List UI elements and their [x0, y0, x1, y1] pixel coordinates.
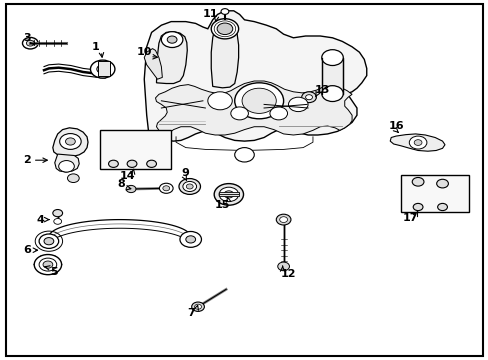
Text: 6: 6: [23, 245, 31, 255]
Bar: [321, 58, 343, 94]
Circle shape: [224, 191, 233, 198]
Circle shape: [97, 65, 108, 73]
Circle shape: [276, 214, 290, 225]
Circle shape: [269, 107, 287, 120]
Circle shape: [44, 238, 54, 245]
Circle shape: [39, 234, 59, 248]
Circle shape: [185, 236, 195, 243]
Circle shape: [191, 302, 204, 311]
Text: 17: 17: [402, 213, 418, 223]
Text: 11: 11: [202, 9, 218, 19]
Text: 12: 12: [280, 269, 296, 279]
Text: 15: 15: [214, 200, 230, 210]
Circle shape: [60, 134, 81, 149]
Polygon shape: [55, 154, 79, 172]
Polygon shape: [155, 81, 351, 135]
Text: 10: 10: [136, 47, 152, 57]
Circle shape: [408, 136, 426, 149]
Polygon shape: [211, 19, 238, 88]
Circle shape: [43, 261, 53, 268]
Circle shape: [108, 160, 118, 167]
Circle shape: [207, 92, 232, 110]
Circle shape: [39, 258, 57, 271]
Text: 14: 14: [119, 171, 135, 181]
Circle shape: [180, 231, 201, 247]
Polygon shape: [144, 11, 366, 141]
Polygon shape: [389, 134, 444, 151]
Circle shape: [146, 160, 156, 167]
Circle shape: [288, 97, 307, 112]
Circle shape: [59, 161, 74, 172]
Circle shape: [301, 92, 316, 103]
Circle shape: [67, 174, 79, 183]
Circle shape: [413, 140, 421, 145]
Text: 1: 1: [91, 42, 99, 52]
Circle shape: [26, 40, 34, 46]
Circle shape: [321, 50, 343, 66]
Circle shape: [194, 304, 201, 309]
Polygon shape: [156, 32, 187, 84]
Circle shape: [214, 184, 243, 205]
Circle shape: [277, 262, 289, 271]
Circle shape: [321, 86, 343, 102]
Bar: [219, 193, 238, 196]
Circle shape: [90, 60, 115, 78]
Circle shape: [279, 217, 287, 222]
Circle shape: [159, 183, 173, 193]
Circle shape: [53, 210, 62, 217]
Circle shape: [183, 181, 196, 192]
Circle shape: [126, 185, 136, 193]
Text: 13: 13: [314, 85, 330, 95]
Text: 5: 5: [50, 267, 58, 277]
Circle shape: [234, 83, 283, 119]
Circle shape: [186, 184, 193, 189]
Bar: [400, 175, 468, 212]
Circle shape: [65, 138, 75, 145]
Circle shape: [211, 19, 238, 39]
Circle shape: [179, 179, 200, 194]
Circle shape: [234, 148, 254, 162]
Circle shape: [437, 203, 447, 211]
Circle shape: [242, 88, 276, 113]
Text: 7: 7: [186, 308, 194, 318]
Text: 3: 3: [23, 33, 31, 43]
Circle shape: [54, 219, 61, 224]
Text: 2: 2: [23, 155, 31, 165]
Text: 16: 16: [387, 121, 403, 131]
Circle shape: [219, 187, 238, 202]
Circle shape: [411, 177, 423, 186]
Circle shape: [163, 186, 169, 191]
Circle shape: [436, 179, 447, 188]
Circle shape: [161, 32, 183, 48]
Circle shape: [412, 203, 422, 211]
Polygon shape: [144, 49, 162, 79]
Bar: [98, 61, 110, 76]
Text: 8: 8: [117, 179, 125, 189]
Text: 9: 9: [181, 168, 188, 178]
Bar: [219, 192, 238, 194]
Circle shape: [221, 9, 228, 14]
Polygon shape: [53, 128, 88, 157]
Circle shape: [34, 255, 61, 275]
Bar: [100, 130, 171, 169]
Text: 4: 4: [36, 215, 44, 225]
Circle shape: [22, 37, 38, 49]
Circle shape: [217, 23, 232, 35]
Circle shape: [305, 95, 312, 100]
Circle shape: [230, 107, 248, 120]
Circle shape: [127, 160, 137, 167]
Circle shape: [167, 36, 177, 43]
